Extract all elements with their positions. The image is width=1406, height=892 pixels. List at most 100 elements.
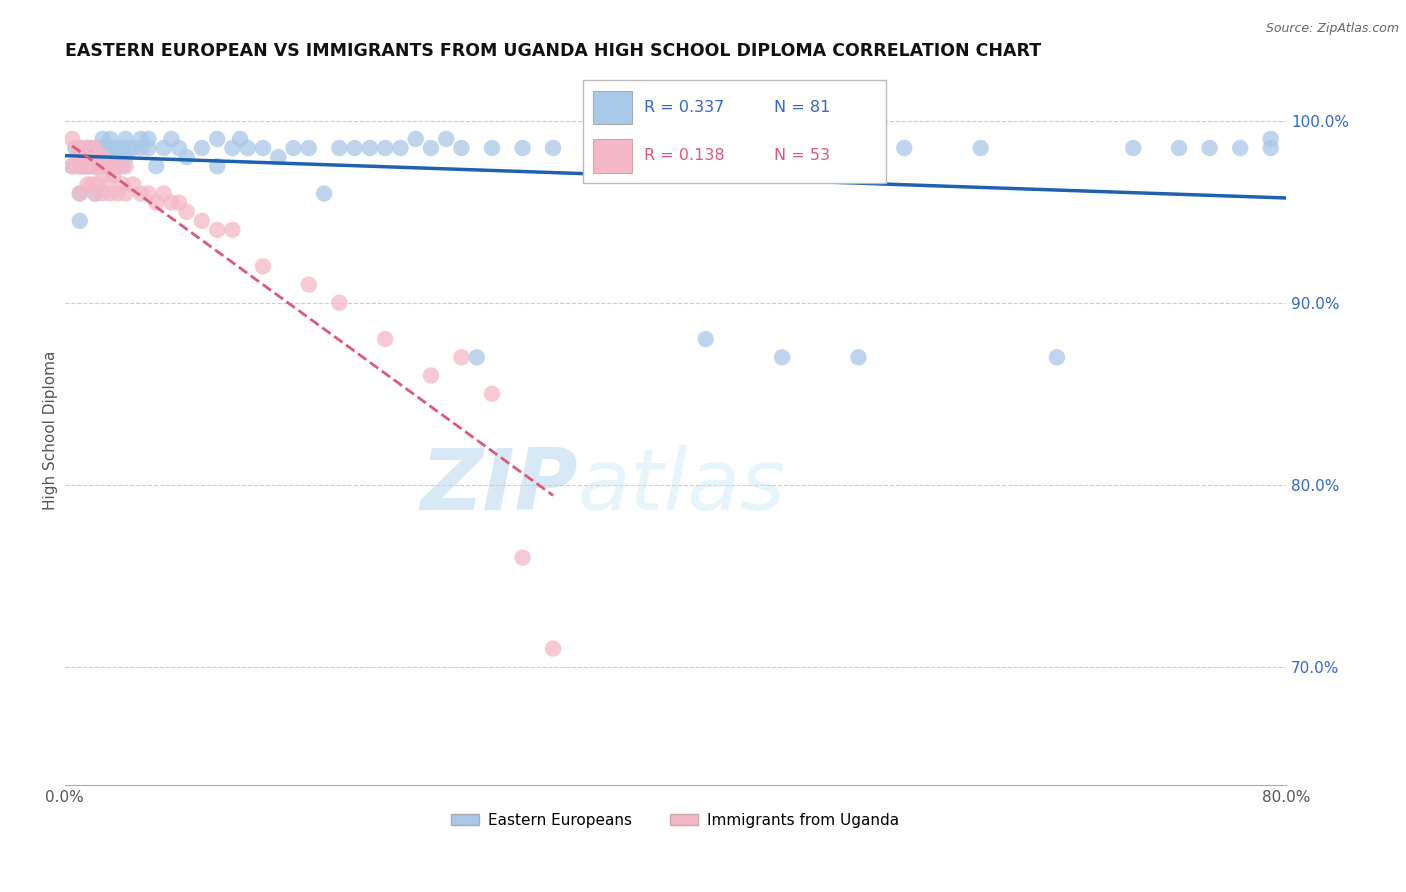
Point	[84, 186, 107, 201]
Point	[405, 132, 427, 146]
Point	[69, 141, 91, 155]
Point	[817, 141, 839, 155]
Point	[96, 159, 118, 173]
Point	[138, 132, 160, 146]
Point	[107, 141, 129, 155]
Point	[111, 141, 134, 155]
Point	[420, 141, 443, 155]
Point	[129, 141, 152, 155]
Point	[87, 159, 110, 173]
Point	[60, 159, 83, 173]
Point	[72, 159, 94, 173]
Point	[91, 132, 114, 146]
Text: atlas: atlas	[578, 445, 786, 528]
Point	[374, 332, 396, 346]
Point	[450, 351, 472, 365]
Point	[298, 277, 321, 292]
Point	[465, 351, 488, 365]
Point	[63, 141, 86, 155]
Point	[76, 159, 98, 173]
Point	[160, 132, 183, 146]
Point	[69, 214, 91, 228]
Point	[481, 386, 503, 401]
Point	[1198, 141, 1220, 155]
Point	[191, 141, 214, 155]
Point	[84, 159, 107, 173]
Point	[76, 141, 98, 155]
Point	[619, 169, 641, 183]
Point	[138, 186, 160, 201]
Point	[98, 186, 121, 201]
Text: EASTERN EUROPEAN VS IMMIGRANTS FROM UGANDA HIGH SCHOOL DIPLOMA CORRELATION CHART: EASTERN EUROPEAN VS IMMIGRANTS FROM UGAN…	[65, 42, 1040, 60]
Point	[1260, 132, 1282, 146]
Point	[205, 223, 228, 237]
Point	[66, 141, 89, 155]
Point	[103, 169, 125, 183]
Point	[91, 141, 114, 155]
Point	[152, 186, 174, 201]
Point	[145, 159, 167, 173]
Point	[167, 141, 190, 155]
Point	[107, 186, 129, 201]
Point	[98, 159, 121, 173]
Point	[111, 159, 134, 173]
Point	[72, 141, 94, 155]
Point	[84, 159, 107, 173]
Point	[96, 141, 118, 155]
Point	[176, 204, 198, 219]
Text: N = 81: N = 81	[773, 101, 831, 115]
Point	[145, 195, 167, 210]
FancyBboxPatch shape	[583, 80, 886, 183]
Point	[893, 141, 915, 155]
Point	[107, 159, 129, 173]
Point	[588, 141, 610, 155]
Point	[87, 141, 110, 155]
Point	[741, 141, 763, 155]
Point	[114, 159, 136, 173]
Point	[695, 332, 717, 346]
Point	[343, 141, 366, 155]
Point	[221, 223, 243, 237]
Point	[87, 178, 110, 192]
Point	[76, 141, 98, 155]
Legend: Eastern Europeans, Immigrants from Uganda: Eastern Europeans, Immigrants from Ugand…	[446, 807, 905, 834]
Point	[205, 132, 228, 146]
Point	[450, 141, 472, 155]
Point	[541, 141, 564, 155]
Point	[91, 150, 114, 164]
Point	[1046, 351, 1069, 365]
Text: ZIP: ZIP	[420, 445, 578, 528]
FancyBboxPatch shape	[592, 139, 631, 173]
Point	[298, 141, 321, 155]
Point	[312, 186, 335, 201]
Point	[117, 141, 139, 155]
Point	[236, 141, 259, 155]
Point	[107, 159, 129, 173]
Point	[80, 178, 103, 192]
Point	[114, 132, 136, 146]
Point	[84, 186, 107, 201]
Point	[98, 132, 121, 146]
Point	[129, 132, 152, 146]
Point	[420, 368, 443, 383]
Point	[359, 141, 381, 155]
Point	[541, 641, 564, 656]
Point	[129, 186, 152, 201]
Point	[434, 132, 457, 146]
Point	[160, 195, 183, 210]
Point	[69, 186, 91, 201]
Point	[848, 351, 870, 365]
Text: N = 53: N = 53	[773, 148, 830, 163]
Point	[80, 141, 103, 155]
Text: R = 0.138: R = 0.138	[644, 148, 724, 163]
Point	[328, 141, 350, 155]
Point	[84, 141, 107, 155]
Point	[205, 159, 228, 173]
Point	[87, 159, 110, 173]
Point	[1229, 141, 1251, 155]
Point	[1122, 141, 1144, 155]
Point	[221, 141, 243, 155]
Point	[69, 186, 91, 201]
Point	[80, 159, 103, 173]
Point	[122, 178, 145, 192]
